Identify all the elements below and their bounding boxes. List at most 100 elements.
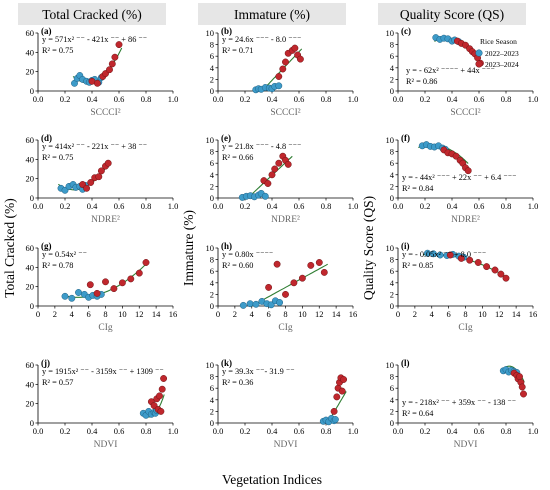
x-tick-label: 0.4	[87, 426, 98, 436]
legend-marker-2023-2024	[475, 60, 483, 68]
data-point	[160, 375, 168, 382]
x-tick-label: 12	[495, 309, 504, 319]
x-tick-label: 4	[70, 309, 75, 319]
x-tick-label: 2	[413, 309, 417, 319]
x-tick-label: 0.6	[474, 201, 485, 211]
data-point	[111, 53, 119, 61]
x-tick-label: 0	[36, 309, 40, 319]
x-axis-title: CIg	[98, 323, 113, 333]
data-point	[275, 82, 283, 90]
data-point	[115, 41, 123, 49]
y-tick-label: 8	[390, 255, 394, 265]
y-tick-label: 10	[206, 135, 215, 145]
data-point	[271, 165, 279, 173]
x-tick-label: 16	[529, 309, 538, 319]
panel-label: (j)	[41, 358, 50, 368]
y-tick-label: 60	[26, 360, 35, 370]
y-tick-label: 6	[210, 158, 214, 168]
panel-e: 0 24 68 10 0.0 0.2 0.4 0.6 0.8 1.0 NDRE² (e)y = 21.…	[206, 133, 359, 225]
panel-j: 0 20 40 60 0.0 0.2 0.4 0.6 0.8 1.0 NDVI (j)y = 1915…	[26, 358, 179, 450]
legend-label-2022-2023: 2022–2023	[485, 49, 519, 58]
y-tick-label: 2	[390, 74, 394, 84]
y-tick-label: 60	[26, 28, 35, 38]
y-tick-label: 10	[386, 360, 395, 370]
x-axis-title: SCCCI²	[270, 108, 300, 118]
equation-label: y = 21.8x ⁻⁻⁻ - 4.8 ⁻⁻⁻	[222, 142, 301, 151]
r2-label: R² = 0.57	[42, 378, 73, 387]
data-point	[331, 416, 339, 423]
panel-label: (c)	[401, 26, 411, 36]
equation-label: y = 24.6x ⁻⁻⁻ - 8.0 ⁻⁻⁻	[222, 35, 301, 44]
data-point	[497, 270, 505, 278]
y-tick-label: 0	[30, 86, 34, 96]
y-tick-label: 60	[26, 135, 35, 145]
column-title-immature: Immature (%)	[234, 7, 310, 22]
panel-label: (a)	[41, 26, 52, 36]
data-point	[142, 259, 150, 266]
panel-label: (l)	[401, 358, 410, 368]
data-point	[268, 171, 276, 179]
y-tick-label: 2	[210, 289, 214, 299]
x-tick-label: 14	[152, 309, 161, 319]
y-tick-label: 20	[26, 282, 35, 292]
y-tick-label: 10	[206, 243, 215, 253]
x-tick-label: 0.8	[321, 201, 332, 211]
y-tick-label: 2	[390, 181, 394, 191]
data-point	[265, 283, 273, 291]
panel-a: 0 20 40 60 0.0 0.2 0.4 0.6 0.8 1.0 SCCCI² (a)y = 57…	[26, 26, 179, 118]
x-tick-label: 1.0	[168, 426, 179, 436]
x-tick-label: 0.2	[240, 94, 251, 104]
data-point	[267, 301, 275, 309]
y-tick-label: 0	[210, 418, 214, 428]
y-tick-label: 2	[390, 406, 394, 416]
x-tick-label: 1.0	[528, 94, 539, 104]
data-point	[106, 66, 113, 74]
data-point	[474, 259, 482, 266]
x-tick-label: 6	[447, 309, 451, 319]
x-tick-label: 0.6	[114, 426, 125, 436]
data-point	[68, 294, 76, 302]
panel-label: (h)	[221, 241, 232, 251]
x-tick-label: 0.0	[213, 426, 224, 436]
y-tick-label: 0	[210, 86, 214, 96]
y-tick-label: 40	[26, 47, 35, 57]
r2-label: R² = 0.84	[402, 184, 434, 193]
x-tick-label: 0.0	[213, 201, 224, 211]
x-tick-label: 0.6	[294, 426, 305, 436]
x-tick-label: 1.0	[168, 201, 179, 211]
panel-label: (b)	[221, 26, 232, 36]
data-point	[110, 285, 118, 293]
data-point	[516, 373, 523, 381]
panel-b: 0 24 68 10 0.0 0.2 0.4 0.6 0.8 1.0 SCCCI² (b)y = 24…	[206, 26, 359, 118]
x-tick-label: 10	[118, 309, 127, 319]
y-tick-label: 8	[210, 372, 214, 382]
x-axis-title: NDVI	[274, 440, 298, 450]
data-point	[320, 268, 328, 276]
x-tick-label: 0.2	[60, 201, 71, 211]
data-point	[446, 251, 454, 259]
panel-label: (e)	[221, 133, 231, 143]
data-point	[75, 289, 82, 296]
x-tick-label: 0.6	[294, 94, 305, 104]
panel-label: (i)	[401, 241, 410, 251]
x-tick-label: 1.0	[168, 94, 179, 104]
equation-label: y = - 0.05x² ⁻⁻ + 8.0 ⁻⁻⁻	[402, 250, 486, 259]
y-tick-label: 2	[210, 74, 214, 84]
x-tick-label: 0.4	[87, 201, 98, 211]
x-tick-label: 0.6	[294, 201, 305, 211]
equation-label: y = 571x² ⁻⁻ - 421x ⁻⁻ + 86 ⁻⁻	[42, 35, 147, 44]
x-tick-label: 4	[430, 309, 435, 319]
y-tick-label: 6	[390, 158, 394, 168]
r2-label: R² = 0.75	[42, 46, 73, 55]
x-tick-label: 1.0	[348, 94, 359, 104]
y-tick-label: 4	[210, 63, 215, 73]
x-tick-label: 1.0	[528, 426, 539, 436]
x-tick-label: 0.0	[33, 94, 44, 104]
legend-title: Rice Season	[480, 37, 517, 46]
x-tick-label: 0.8	[321, 426, 332, 436]
data-point	[87, 179, 95, 186]
equation-label: y = 39.3x ⁻⁻- 31.9 ⁻⁻	[222, 367, 295, 376]
x-tick-label: 4	[250, 309, 255, 319]
